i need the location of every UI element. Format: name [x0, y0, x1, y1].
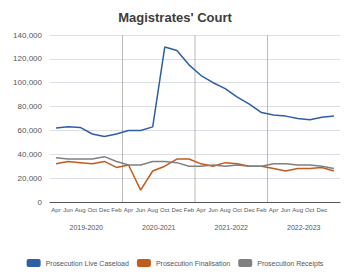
- svg-text:Prosecution Finalisation: Prosecution Finalisation: [156, 260, 230, 267]
- svg-text:Prosecution Live Caseload: Prosecution Live Caseload: [46, 260, 129, 267]
- svg-text:120,000: 120,000: [13, 54, 42, 63]
- svg-text:Magistrates' Court: Magistrates' Court: [118, 10, 232, 25]
- svg-text:Dec: Dec: [317, 207, 328, 213]
- svg-text:0: 0: [38, 198, 43, 207]
- svg-text:Aug: Aug: [292, 207, 303, 213]
- svg-text:60,000: 60,000: [18, 126, 43, 135]
- svg-text:Dec: Dec: [99, 207, 110, 213]
- svg-text:Feb: Feb: [111, 207, 122, 213]
- svg-text:Oct: Oct: [88, 207, 98, 213]
- svg-text:80,000: 80,000: [18, 102, 43, 111]
- svg-text:Jun: Jun: [281, 207, 291, 213]
- svg-text:Aug: Aug: [147, 207, 158, 213]
- svg-text:100,000: 100,000: [13, 78, 42, 87]
- svg-text:Apr: Apr: [269, 207, 278, 213]
- svg-text:Apr: Apr: [124, 207, 133, 213]
- svg-text:Aug: Aug: [75, 207, 86, 213]
- svg-text:Dec: Dec: [172, 207, 183, 213]
- svg-text:Oct: Oct: [160, 207, 170, 213]
- svg-text:2022-2023: 2022-2023: [287, 224, 321, 231]
- svg-text:Aug: Aug: [220, 207, 231, 213]
- svg-text:2021-2022: 2021-2022: [215, 224, 249, 231]
- svg-text:Feb: Feb: [184, 207, 195, 213]
- svg-text:Prosecution Receipts: Prosecution Receipts: [257, 260, 324, 268]
- svg-text:Apr: Apr: [196, 207, 205, 213]
- svg-text:2020-2021: 2020-2021: [142, 224, 176, 231]
- svg-text:Oct: Oct: [305, 207, 315, 213]
- svg-text:Jun: Jun: [208, 207, 218, 213]
- svg-text:Apr: Apr: [51, 207, 60, 213]
- svg-text:Feb: Feb: [256, 207, 267, 213]
- svg-text:Oct: Oct: [233, 207, 243, 213]
- svg-text:2019-2020: 2019-2020: [70, 224, 104, 231]
- svg-text:40,000: 40,000: [18, 150, 43, 159]
- svg-text:Dec: Dec: [244, 207, 255, 213]
- svg-text:Jun: Jun: [136, 207, 146, 213]
- svg-text:140,000: 140,000: [13, 31, 42, 40]
- svg-text:Jun: Jun: [63, 207, 73, 213]
- svg-text:20,000: 20,000: [18, 174, 43, 183]
